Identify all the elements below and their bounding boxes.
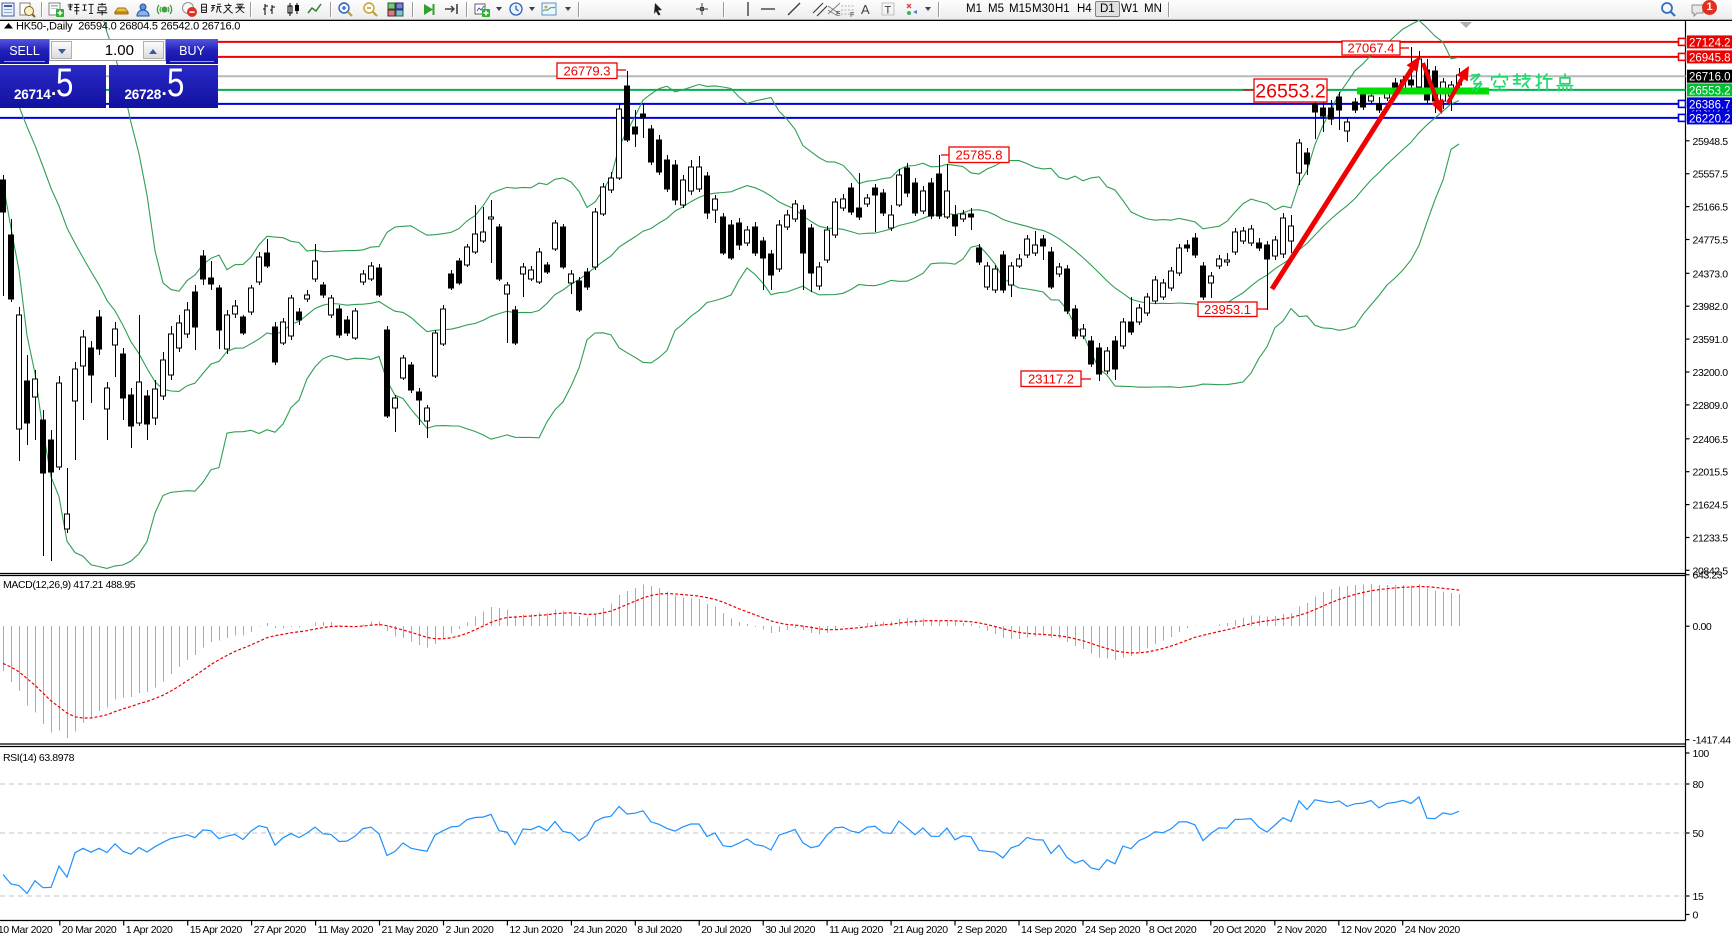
svg-text:10 Mar 2020: 10 Mar 2020 bbox=[0, 924, 53, 936]
svg-text:26386.7: 26386.7 bbox=[1689, 99, 1731, 111]
svg-text:14 Sep 2020: 14 Sep 2020 bbox=[1021, 924, 1077, 936]
svg-text:25166.5: 25166.5 bbox=[1693, 202, 1729, 214]
svg-text:24373.0: 24373.0 bbox=[1693, 268, 1729, 280]
svg-text:23200.0: 23200.0 bbox=[1693, 367, 1729, 379]
svg-text:8 Jul 2020: 8 Jul 2020 bbox=[637, 924, 682, 936]
svg-text:24 Sep 2020: 24 Sep 2020 bbox=[1085, 924, 1141, 936]
svg-text:22809.0: 22809.0 bbox=[1693, 400, 1729, 412]
svg-text:20842.5: 20842.5 bbox=[1693, 565, 1729, 577]
svg-text:12 Jun 2020: 12 Jun 2020 bbox=[509, 924, 563, 936]
svg-text:15 Apr 2020: 15 Apr 2020 bbox=[190, 924, 243, 936]
svg-text:RSI(14) 63.8978: RSI(14) 63.8978 bbox=[3, 752, 75, 764]
svg-text:100: 100 bbox=[1693, 748, 1710, 760]
svg-text:25557.5: 25557.5 bbox=[1693, 169, 1729, 181]
svg-text:MACD(12,26,9) 417.21 488.95: MACD(12,26,9) 417.21 488.95 bbox=[3, 579, 136, 591]
svg-text:A: A bbox=[861, 2, 870, 17]
svg-text:12 Nov 2020: 12 Nov 2020 bbox=[1341, 924, 1397, 936]
svg-text:25948.5: 25948.5 bbox=[1693, 136, 1729, 148]
svg-text:23953.1: 23953.1 bbox=[1204, 302, 1251, 317]
svg-text:T: T bbox=[885, 5, 892, 17]
svg-text:2 Nov 2020: 2 Nov 2020 bbox=[1277, 924, 1327, 936]
svg-text:27124.2: 27124.2 bbox=[1689, 37, 1731, 49]
svg-text:26553.2: 26553.2 bbox=[1255, 81, 1326, 103]
svg-text:26779.3: 26779.3 bbox=[564, 63, 611, 78]
svg-text:21 Aug 2020: 21 Aug 2020 bbox=[893, 924, 948, 936]
svg-text:24 Jun 2020: 24 Jun 2020 bbox=[573, 924, 627, 936]
svg-text:15: 15 bbox=[1693, 891, 1704, 903]
svg-text:8 Oct 2020: 8 Oct 2020 bbox=[1149, 924, 1197, 936]
svg-text:24 Nov 2020: 24 Nov 2020 bbox=[1405, 924, 1461, 936]
svg-text:26945.8: 26945.8 bbox=[1689, 52, 1731, 64]
svg-text:E: E bbox=[836, 11, 841, 18]
svg-text:0: 0 bbox=[1693, 910, 1699, 922]
svg-text:21624.5: 21624.5 bbox=[1693, 500, 1729, 512]
svg-text:2 Jun 2020: 2 Jun 2020 bbox=[446, 924, 495, 936]
svg-text:23117.2: 23117.2 bbox=[1028, 371, 1074, 386]
svg-text:643.23: 643.23 bbox=[1693, 570, 1723, 582]
svg-text:24775.5: 24775.5 bbox=[1693, 235, 1729, 247]
svg-text:21233.5: 21233.5 bbox=[1693, 533, 1729, 545]
svg-text:30 Jul 2020: 30 Jul 2020 bbox=[765, 924, 815, 936]
svg-text:26553.2: 26553.2 bbox=[1689, 85, 1731, 97]
svg-text:25785.8: 25785.8 bbox=[956, 147, 1003, 162]
svg-text:23591.0: 23591.0 bbox=[1693, 334, 1729, 346]
svg-text:0.00: 0.00 bbox=[1693, 621, 1712, 633]
svg-text:20 Mar 2020: 20 Mar 2020 bbox=[62, 924, 117, 936]
svg-text:20 Oct 2020: 20 Oct 2020 bbox=[1213, 924, 1266, 936]
svg-text:22406.5: 22406.5 bbox=[1693, 434, 1729, 446]
svg-text:27067.4: 27067.4 bbox=[1348, 41, 1395, 56]
svg-text:11 May 2020: 11 May 2020 bbox=[318, 924, 374, 936]
svg-text:26716.0: 26716.0 bbox=[1689, 72, 1731, 84]
svg-text:HK50-,Daily 26594.0 26804.5 2: HK50-,Daily 26594.0 26804.5 26542.0 2671… bbox=[16, 21, 240, 33]
svg-text:20 Jul 2020: 20 Jul 2020 bbox=[701, 924, 751, 936]
svg-text:21 May 2020: 21 May 2020 bbox=[382, 924, 439, 936]
svg-text:23982.0: 23982.0 bbox=[1693, 301, 1729, 313]
svg-text:F: F bbox=[850, 12, 854, 18]
svg-text:50: 50 bbox=[1693, 828, 1704, 840]
svg-text:80: 80 bbox=[1693, 779, 1704, 791]
svg-text:11 Aug 2020: 11 Aug 2020 bbox=[829, 924, 883, 936]
svg-text:2 Sep 2020: 2 Sep 2020 bbox=[957, 924, 1007, 936]
svg-text:1 Apr 2020: 1 Apr 2020 bbox=[126, 924, 173, 936]
svg-text:-1417.44: -1417.44 bbox=[1693, 735, 1732, 747]
svg-text:26220.2: 26220.2 bbox=[1689, 113, 1731, 125]
svg-text:27 Apr 2020: 27 Apr 2020 bbox=[254, 924, 307, 936]
svg-text:22015.5: 22015.5 bbox=[1693, 467, 1729, 479]
